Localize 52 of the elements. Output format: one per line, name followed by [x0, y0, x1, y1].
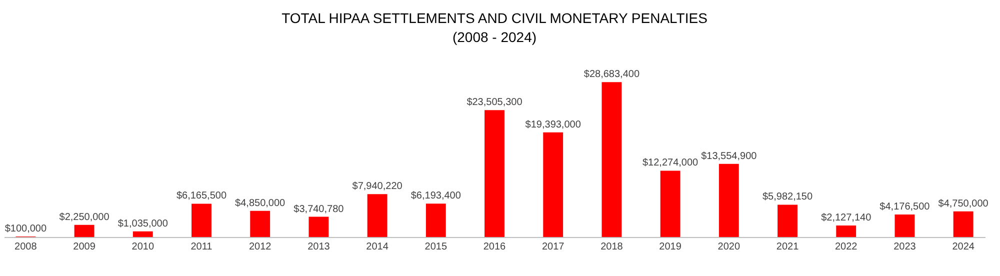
data-label: $6,193,400: [410, 190, 462, 202]
chart-subtitle: (2008 - 2024): [452, 29, 537, 45]
bar: [543, 132, 564, 237]
data-label: $28,683,400: [584, 69, 640, 80]
x-tick-label: 2011: [190, 242, 213, 252]
data-label: $6,165,500: [176, 190, 227, 202]
bar: [367, 194, 388, 237]
data-label: $23,505,300: [466, 97, 523, 108]
x-tick-label: 2020: [718, 242, 740, 252]
x-tick-label: 2017: [542, 242, 565, 252]
bar: [894, 214, 915, 237]
data-label: $2,127,140: [821, 212, 872, 224]
bar: [484, 110, 504, 237]
x-tick-label: 2019: [659, 242, 682, 252]
bar: [74, 224, 94, 237]
x-tick-label: 2022: [834, 242, 858, 252]
data-label: $7,940,220: [352, 181, 403, 192]
bar: [192, 204, 212, 237]
x-tick-label: 2009: [73, 242, 96, 252]
x-tick-label: 2016: [483, 242, 506, 252]
bar: [778, 204, 798, 237]
data-label: $5,982,150: [762, 192, 813, 203]
x-tick-label: 2012: [248, 242, 272, 252]
x-tick-label: 2013: [308, 242, 330, 252]
data-label: $2,250,000: [59, 212, 110, 223]
data-label: $1,035,000: [118, 218, 168, 230]
x-tick-label: 2008: [14, 242, 38, 252]
x-tick-label: 2018: [600, 242, 624, 252]
data-label: $4,850,000: [235, 198, 286, 209]
data-label: $12,274,000: [642, 158, 699, 169]
bar: [602, 82, 622, 237]
bar: [660, 170, 680, 237]
x-tick-label: 2023: [894, 242, 916, 252]
data-label: $4,176,500: [880, 201, 930, 212]
x-tick-label: 2015: [424, 242, 448, 252]
bar: [718, 164, 739, 237]
bar: [836, 226, 856, 237]
x-tick-label: 2014: [366, 242, 389, 252]
x-tick-label: 2024: [952, 242, 975, 252]
data-label: $13,554,900: [701, 150, 758, 162]
chart-title: TOTAL HIPAA SETTLEMENTS AND CIVIL MONETARY PENALTIES: [282, 10, 708, 26]
x-tick-label: 2021: [776, 242, 800, 252]
data-label: $3,740,780: [294, 204, 344, 215]
data-label: $100,000: [4, 223, 47, 234]
bar: [308, 216, 329, 237]
x-tick-label: 2010: [132, 242, 154, 252]
bar: [426, 204, 446, 237]
bar: [132, 231, 153, 237]
bar: [953, 211, 974, 237]
data-label: $19,393,000: [525, 119, 582, 130]
data-label: $4,750,000: [938, 198, 989, 210]
bar: [250, 210, 270, 237]
